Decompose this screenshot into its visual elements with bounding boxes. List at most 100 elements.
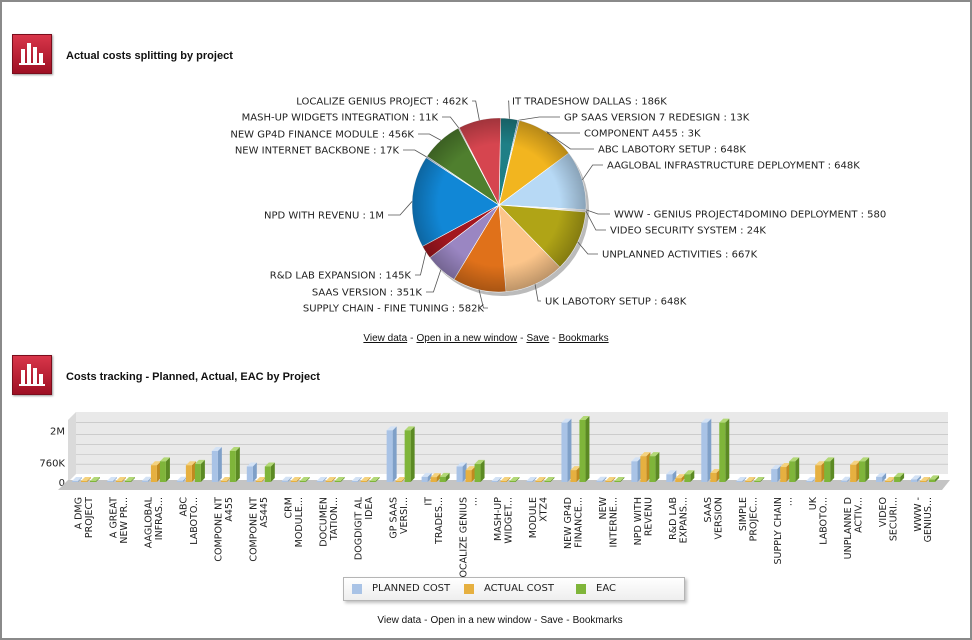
bar-eac-a-dmg-project[interactable] [90, 477, 100, 482]
bar-planned-a-dmg-project[interactable] [72, 477, 82, 482]
bar-actual-unplanne-d-activ[interactable] [850, 460, 861, 482]
bar-front-face [605, 481, 612, 482]
bar-eac-unplanne-d-activ[interactable] [859, 457, 870, 482]
pie-leader-line [418, 133, 442, 141]
bar-front-face [911, 479, 918, 482]
bookmarks-link[interactable]: Bookmarks [572, 615, 623, 626]
bar-planned-localize-genius[interactable] [456, 462, 467, 483]
bar-eac-compone-nt-a455[interactable] [229, 447, 240, 482]
bar-actual-a-dmg-project[interactable] [81, 477, 91, 482]
bar-eac-localize-genius[interactable] [474, 459, 485, 482]
bar-chart-icon [12, 34, 52, 74]
bar-actual-a-great-new-pr[interactable] [115, 477, 126, 482]
bar-actual-documen-tation[interactable] [325, 477, 336, 482]
bar-eac-module-xtz4[interactable] [544, 477, 555, 482]
bar-side-face [130, 477, 135, 482]
bar-eac-gp-saas-versi[interactable] [404, 426, 415, 482]
bar-actual-crm-module[interactable] [290, 477, 301, 482]
bar-eac-dogdigit-al-idea[interactable] [369, 477, 380, 482]
bar-actual-module-xtz4[interactable] [535, 477, 546, 482]
bar-eac-abc-laboto[interactable] [194, 459, 205, 482]
bar-top-face [211, 447, 222, 451]
save-link[interactable]: Save [540, 615, 564, 626]
bar-planned-compone-nt-a455[interactable] [211, 447, 222, 482]
bar-side-face [217, 447, 222, 482]
x-tick-label: COMPONE NTAS445 [249, 497, 270, 562]
bar-planned-video-securi[interactable] [876, 472, 887, 482]
bar-actual-uk-laboto[interactable] [815, 461, 826, 482]
bar-eac-uk-laboto[interactable] [824, 457, 835, 482]
bar-top-face [106, 477, 117, 481]
save-link[interactable]: Save [526, 333, 550, 344]
bar-planned-it-trades[interactable] [421, 472, 432, 482]
bar-planned-www-genius[interactable] [911, 475, 922, 482]
legend-swatch-actual [464, 583, 474, 594]
bar-chart-icon [12, 355, 52, 395]
bar-actual-dogdigit-al-idea[interactable] [360, 477, 371, 482]
bar-top-face [456, 462, 467, 467]
bar-actual-simple-projec[interactable] [745, 477, 756, 482]
bar-planned-saas-version[interactable] [701, 418, 712, 482]
link-separator: - [410, 333, 414, 344]
bar-eac-aaglobal-infras[interactable] [159, 457, 170, 482]
bar-side-face [112, 477, 117, 482]
bar-eac-supply-chain[interactable] [789, 457, 800, 482]
bar-planned-documen-tation[interactable] [316, 477, 327, 482]
bar-planned-r-d-lab-expans[interactable] [666, 470, 677, 482]
bookmarks-link[interactable]: Bookmarks [558, 333, 609, 344]
bar-eac-simple-projec[interactable] [754, 477, 765, 482]
bar-planned-supply-chain[interactable] [771, 465, 782, 482]
bar-planned-gp-saas-versi[interactable] [386, 426, 397, 482]
open-new-window-link[interactable]: Open in a new window [416, 333, 518, 344]
bar-eac-it-trades[interactable] [439, 472, 450, 482]
bar-side-face [96, 477, 100, 482]
bar-actual-it-trades[interactable] [430, 473, 441, 482]
bar-front-face [150, 465, 157, 482]
bar-actual-new-interne[interactable] [605, 477, 616, 482]
bar-planned-dogdigit-al-idea[interactable] [351, 477, 362, 482]
bar-eac-mash-up-widget[interactable] [509, 477, 520, 482]
bar-eac-a-great-new-pr[interactable] [124, 477, 135, 482]
bar-planned-a-great-new-pr[interactable] [106, 477, 117, 482]
bar-actual-npd-with-revenu[interactable] [640, 452, 651, 482]
bar-eac-saas-version[interactable] [719, 418, 730, 482]
bar-actual-abc-laboto[interactable] [185, 461, 196, 482]
bar-top-face [780, 463, 791, 468]
bar-eac-new-interne[interactable] [614, 477, 625, 482]
bar-actual-aaglobal-infras[interactable] [150, 461, 161, 482]
bar-eac-npd-with-revenu[interactable] [649, 452, 660, 482]
bar-eac-r-d-lab-expans[interactable] [684, 470, 695, 482]
view-data-link[interactable]: View data [363, 333, 408, 344]
bar-top-face [360, 477, 371, 481]
bar-side-face [865, 457, 870, 482]
bar-eac-compone-nt-as445[interactable] [264, 462, 275, 483]
bar-planned-crm-module[interactable] [281, 476, 292, 482]
bar-eac-crm-module[interactable] [299, 477, 310, 482]
bar-side-face [331, 477, 336, 482]
bar-actual-supply-chain[interactable] [780, 463, 791, 482]
bar-front-face [894, 476, 901, 482]
open-new-window-link[interactable]: Open in a new window [430, 615, 532, 626]
bar-eac-new-gp4d-finance[interactable] [579, 416, 590, 482]
bar-top-face [675, 474, 686, 479]
bar-planned-mash-up-widget[interactable] [491, 476, 502, 482]
bar-front-face [745, 481, 752, 482]
bar-eac-documen-tation[interactable] [334, 477, 345, 482]
bar-actual-mash-up-widget[interactable] [500, 477, 511, 482]
bar-planned-npd-with-revenu[interactable] [631, 457, 642, 482]
bar-planned-module-xtz4[interactable] [526, 476, 537, 482]
bar-planned-new-gp4d-finance[interactable] [561, 418, 572, 482]
bar-planned-new-interne[interactable] [596, 476, 607, 482]
bar-eac-www-genius[interactable] [929, 475, 940, 482]
bar-actual-www-genius[interactable] [920, 477, 931, 482]
bar-front-face [596, 480, 603, 482]
view-data-link[interactable]: View data [377, 615, 422, 626]
bar-planned-simple-projec[interactable] [736, 476, 747, 482]
bar-front-face [815, 465, 822, 482]
bar-front-face [666, 474, 673, 482]
bar-top-face [535, 477, 546, 481]
bar-front-face [491, 480, 498, 482]
bar-eac-video-securi[interactable] [894, 472, 905, 482]
bar-top-face [369, 477, 380, 481]
bar-planned-compone-nt-as445[interactable] [246, 462, 257, 483]
